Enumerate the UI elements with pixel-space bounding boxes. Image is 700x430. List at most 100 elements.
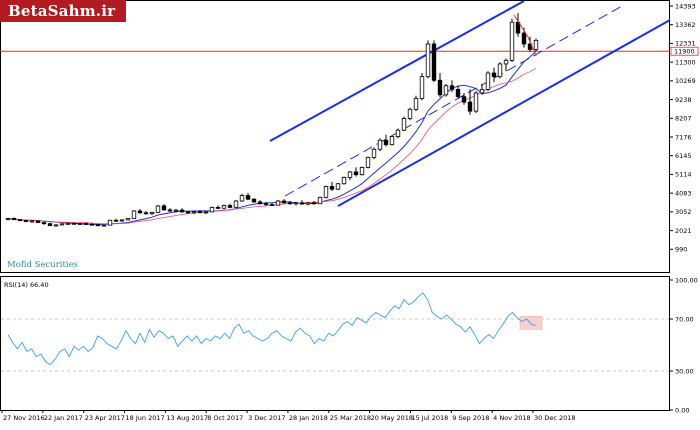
watermark-text: Mofid Securities — [7, 260, 78, 270]
candle-up — [149, 212, 155, 215]
candle-down — [281, 200, 287, 204]
price-y-tick-label: 10269 — [675, 77, 696, 85]
candle-up — [305, 202, 311, 205]
price-y-tick-label: 990 — [675, 246, 687, 254]
price-y-tick-label: 4083 — [675, 189, 692, 197]
price-y-tick-label: 12331 — [675, 40, 696, 48]
x-tick-label: 18 Jun 2017 — [126, 414, 165, 422]
candle-up — [443, 85, 449, 96]
candle-down — [455, 88, 461, 98]
current-price-badge — [670, 46, 699, 56]
candle-up — [395, 129, 401, 137]
candle-up — [131, 210, 137, 220]
x-tick-label: 27 Nov 2016 — [3, 414, 45, 422]
candle-down — [11, 218, 17, 221]
channel-upper-line — [269, 0, 525, 142]
candle-up — [341, 177, 347, 185]
candle-down — [353, 171, 359, 176]
rsi-indicator-label: RSI(14) 66.40 — [4, 281, 49, 289]
recent-trend-red-line — [513, 14, 537, 57]
candle-up — [59, 223, 65, 226]
candle-up — [53, 224, 59, 227]
candle-up — [65, 222, 71, 225]
candle-down — [179, 209, 185, 213]
candle-down — [167, 209, 173, 212]
candle-up — [365, 157, 371, 168]
candle-up — [389, 136, 395, 146]
candle-down — [83, 223, 89, 225]
brand-logo: BetaSahm.ir — [0, 0, 126, 22]
candle-up — [233, 200, 239, 208]
x-tick-label: 3 Dec 2017 — [248, 414, 285, 422]
rsi-y-tick-label: 70.00 — [675, 315, 694, 323]
candle-up — [221, 205, 227, 209]
candle-down — [467, 101, 473, 112]
x-tick-label: 25 Mar 2018 — [330, 414, 371, 422]
candle-up — [125, 218, 131, 221]
price-y-tick-label: 13362 — [675, 21, 696, 29]
candle-up — [191, 211, 197, 214]
current-price-label: 11900 — [674, 48, 695, 56]
price-y-tick-label: 2021 — [675, 227, 692, 235]
candle-down — [437, 79, 443, 96]
x-tick-label: 15 Jul 2018 — [411, 414, 448, 422]
candle-up — [479, 88, 485, 94]
candle-down — [17, 219, 23, 222]
candle-down — [23, 220, 29, 223]
channel-lower-line — [337, 19, 671, 207]
x-tick-label: 9 Sep 2018 — [452, 414, 489, 422]
candle-down — [449, 85, 455, 90]
candle-down — [521, 32, 527, 45]
rsi-y-tick-label: 30.00 — [675, 367, 694, 375]
candle-up — [533, 39, 539, 50]
candle-down — [185, 211, 191, 214]
candle-down — [257, 201, 263, 205]
candle-down — [47, 223, 53, 226]
candle-up — [209, 206, 215, 213]
candle-up — [173, 209, 179, 212]
candle-up — [425, 43, 431, 78]
candle-up — [419, 76, 425, 99]
price-y-tick-label: 7176 — [675, 133, 692, 141]
candle-down — [215, 206, 221, 209]
x-tick-label: 28 Jan 2018 — [289, 414, 328, 422]
rsi-line — [7, 292, 537, 366]
x-tick-label: 20 May 2018 — [371, 414, 413, 422]
candle-up — [239, 195, 245, 202]
candle-down — [227, 205, 233, 208]
candle-up — [347, 171, 353, 178]
candle-down — [137, 210, 143, 214]
candle-down — [311, 202, 317, 205]
rsi-y-tick-label: 100.00 — [675, 276, 698, 284]
candle-down — [263, 203, 269, 206]
candle-up — [359, 167, 365, 176]
candle-up — [371, 148, 377, 158]
candle-up — [203, 211, 209, 214]
candle-up — [293, 202, 299, 205]
price-y-tick-label: 8207 — [675, 115, 692, 123]
candle-up — [317, 196, 323, 205]
candle-up — [155, 205, 161, 213]
price-y-tick-label: 5114 — [675, 171, 692, 179]
candle-down — [329, 186, 335, 190]
x-tick-label: 22 Jan 2017 — [44, 414, 83, 422]
candle-up — [473, 92, 479, 112]
candle-up — [485, 72, 491, 90]
candle-up — [77, 223, 83, 225]
candle-down — [245, 195, 251, 200]
x-tick-label: 23 Apr 2017 — [85, 414, 125, 422]
moving-average-blue-line — [7, 51, 537, 225]
candle-down — [461, 96, 467, 103]
candle-down — [491, 72, 497, 78]
candle-down — [299, 202, 305, 205]
candle-up — [335, 183, 341, 190]
candle-up — [5, 218, 11, 220]
candle-down — [269, 204, 275, 207]
price-y-tick-label: 14393 — [675, 2, 696, 10]
candle-up — [107, 219, 113, 226]
candle-up — [497, 63, 503, 78]
candle-down — [95, 224, 101, 227]
candle-up — [407, 108, 413, 119]
candle-down — [383, 139, 389, 146]
